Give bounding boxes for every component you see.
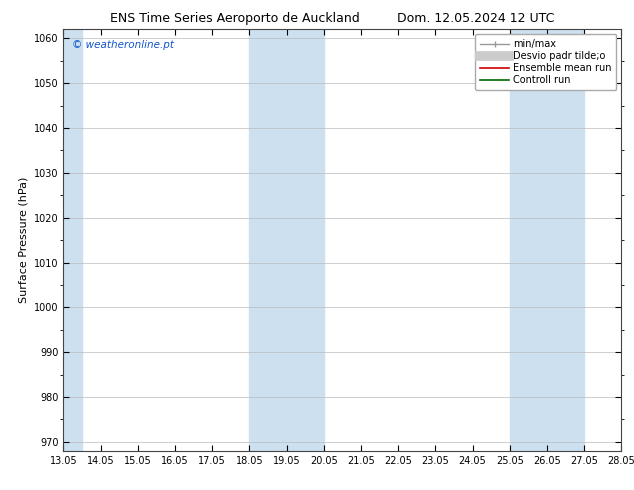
Text: ENS Time Series Aeroporto de Auckland: ENS Time Series Aeroporto de Auckland bbox=[110, 12, 359, 25]
Text: © weatheronline.pt: © weatheronline.pt bbox=[72, 40, 174, 50]
Y-axis label: Surface Pressure (hPa): Surface Pressure (hPa) bbox=[18, 177, 29, 303]
Bar bbox=[547, 29, 584, 451]
Legend: min/max, Desvio padr tilde;o, Ensemble mean run, Controll run: min/max, Desvio padr tilde;o, Ensemble m… bbox=[475, 34, 616, 90]
Text: Dom. 12.05.2024 12 UTC: Dom. 12.05.2024 12 UTC bbox=[397, 12, 554, 25]
Bar bbox=[249, 29, 287, 451]
Bar bbox=[63, 29, 82, 451]
Bar bbox=[510, 29, 547, 451]
Bar bbox=[287, 29, 324, 451]
